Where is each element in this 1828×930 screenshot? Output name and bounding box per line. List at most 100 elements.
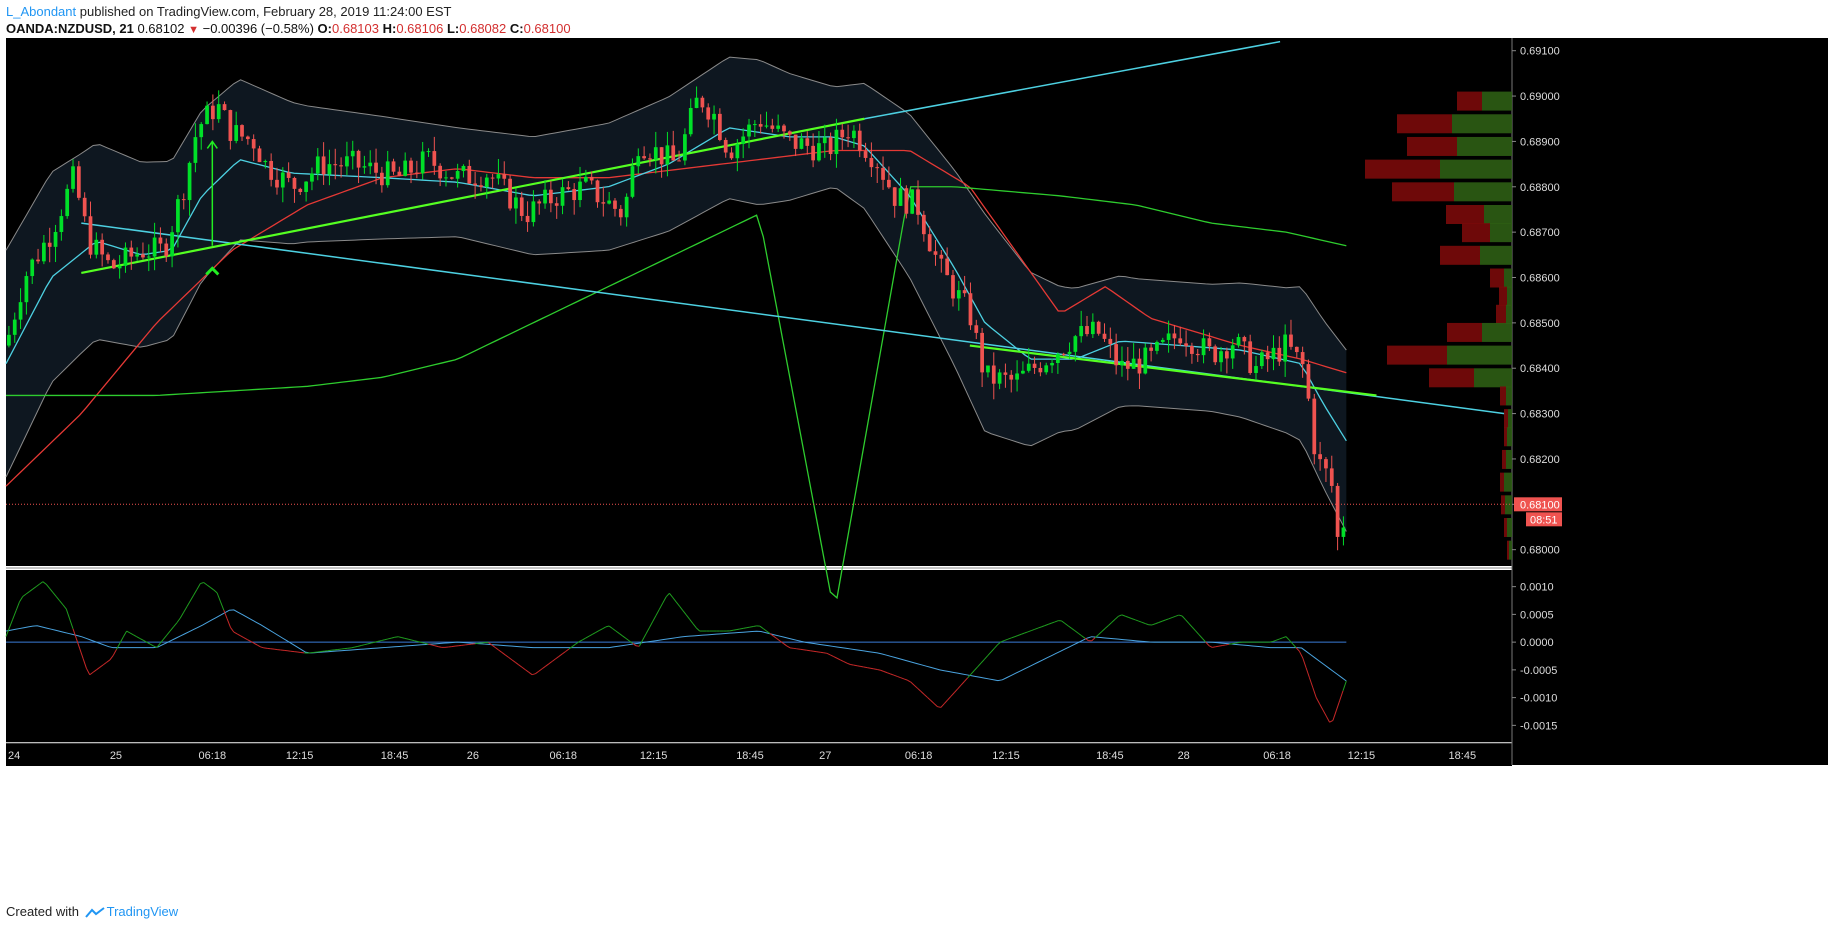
candle-body xyxy=(811,145,815,161)
candle-body xyxy=(881,167,885,180)
candle-body xyxy=(968,293,973,326)
macd-segment xyxy=(240,635,245,639)
candle-body xyxy=(222,104,227,111)
chart-canvas[interactable]: 0.69100 0.69000 0.68900 0.68800 0.68700 0.686… xyxy=(0,0,1828,900)
candles[interactable] xyxy=(7,86,1346,551)
candle-body xyxy=(53,231,58,247)
candle-body xyxy=(36,259,40,262)
macd-segment xyxy=(39,581,44,585)
candle-body xyxy=(1318,454,1322,460)
macd-segment xyxy=(75,638,81,649)
high-label: H: xyxy=(382,21,397,36)
macd-segment xyxy=(1289,639,1294,645)
candle-body xyxy=(181,199,186,201)
volume-down-bar xyxy=(1496,304,1506,324)
macd-segment xyxy=(1212,646,1216,648)
candle-body xyxy=(782,125,786,132)
macd-segment xyxy=(1135,619,1139,622)
candle-body xyxy=(1067,351,1072,354)
macd-segment xyxy=(773,635,777,639)
macd-segment xyxy=(1084,637,1089,642)
candle-body xyxy=(1178,338,1183,344)
time-tick-label: 18:45 xyxy=(736,750,764,762)
time-tick-label: 12:15 xyxy=(992,750,1020,762)
macd-segment xyxy=(179,612,185,619)
candle-body xyxy=(455,171,460,179)
macd-segment xyxy=(860,665,864,668)
trendline-1[interactable] xyxy=(864,40,1281,120)
macd-segment xyxy=(488,642,493,646)
macd-segment xyxy=(193,589,198,596)
candle-body xyxy=(1125,360,1130,369)
candle-body xyxy=(1085,326,1089,335)
candle-body xyxy=(572,189,577,201)
macd-segment xyxy=(967,673,972,679)
macd-segment xyxy=(850,664,854,666)
moving-average-2 xyxy=(5,127,1347,442)
candle-body xyxy=(444,177,448,179)
macd-segment xyxy=(638,639,644,647)
macd-segment xyxy=(695,627,700,632)
volume-up-bar xyxy=(1440,159,1512,179)
close-value: 0.68100 xyxy=(523,21,571,36)
candle-body xyxy=(595,180,600,203)
macd-tick-label: -0.0005 xyxy=(1520,665,1557,677)
high-value: 0.68106 xyxy=(396,21,444,36)
macd-segment xyxy=(1295,647,1300,652)
volume-down-bar xyxy=(1365,159,1440,179)
macd-segment xyxy=(1141,621,1146,625)
macd-segment xyxy=(1178,614,1183,617)
candle-body xyxy=(1306,364,1311,399)
candle-body xyxy=(951,275,955,299)
macd-segment xyxy=(759,625,764,630)
candle-body xyxy=(345,156,349,167)
trendline-2[interactable] xyxy=(81,117,865,275)
candle-body xyxy=(368,162,373,167)
candle-body xyxy=(852,130,856,139)
macd-segment xyxy=(682,610,687,616)
candle-body xyxy=(875,167,880,169)
macd-segment xyxy=(823,652,828,654)
candle-body xyxy=(653,147,658,160)
author-link[interactable]: L_Abondant xyxy=(6,4,77,19)
macd-segment xyxy=(655,608,660,616)
candle-body xyxy=(12,319,17,335)
candle-body xyxy=(665,145,670,165)
open-label: O: xyxy=(317,21,332,36)
publish-text: published on TradingView.com, February 2… xyxy=(79,4,452,19)
volume-up-bar xyxy=(1506,304,1512,324)
candle-body xyxy=(566,187,571,190)
symbol-label[interactable]: OANDA:NZDUSD, 21 xyxy=(6,21,134,36)
tradingview-brand[interactable]: TradingView xyxy=(106,904,179,919)
candle-body xyxy=(59,216,64,232)
candle-body xyxy=(24,276,29,303)
volume-down-bar xyxy=(1397,114,1452,134)
macd-segment xyxy=(595,630,600,633)
macd-segment xyxy=(675,601,680,607)
macd-segment xyxy=(504,654,509,658)
candle-body xyxy=(1073,336,1078,352)
volume-down-bar xyxy=(1500,386,1506,406)
volume-down-bar xyxy=(1457,91,1482,111)
macd-segment xyxy=(119,636,124,644)
volume-up-bar xyxy=(1507,427,1512,447)
macd-segment xyxy=(508,656,513,661)
volume-up-bar xyxy=(1505,495,1512,515)
candle-body xyxy=(292,177,297,189)
candle-body xyxy=(263,160,268,163)
macd-segment xyxy=(226,618,231,628)
candle-body xyxy=(933,251,938,255)
macd-segment xyxy=(1188,623,1193,628)
macd-segment xyxy=(173,622,178,628)
macd-segment xyxy=(387,637,392,640)
volume-up-bar xyxy=(1484,205,1512,224)
macd-segment xyxy=(665,592,670,598)
macd-segment xyxy=(1014,635,1019,638)
macd-segment xyxy=(511,659,516,663)
time-tick-label: 12:15 xyxy=(640,750,668,762)
candle-body xyxy=(146,256,151,258)
macd-segment xyxy=(357,645,362,647)
macd-segment xyxy=(122,630,128,638)
time-tick-label: 18:45 xyxy=(1449,750,1477,762)
macd-pane[interactable] xyxy=(6,570,1512,742)
